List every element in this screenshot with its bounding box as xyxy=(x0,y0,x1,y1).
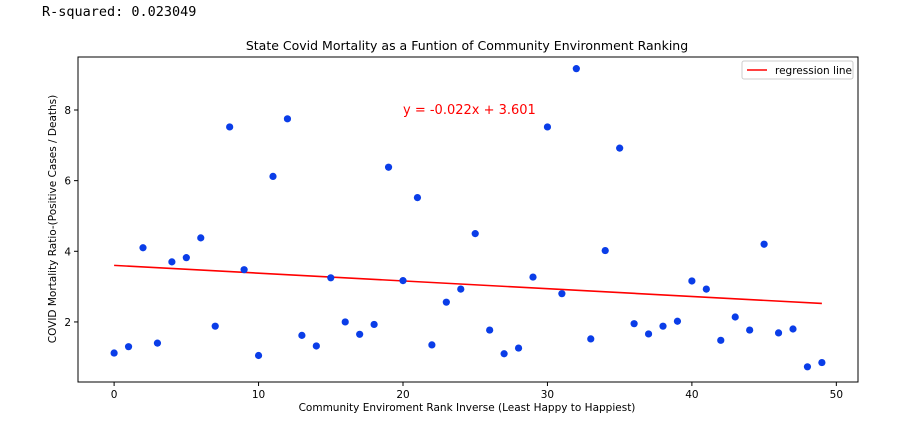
data-point xyxy=(124,343,133,351)
data-point xyxy=(688,277,696,285)
legend-label-regression: regression line xyxy=(775,65,852,77)
data-point xyxy=(139,244,147,252)
data-point xyxy=(746,326,754,334)
data-point xyxy=(254,351,263,360)
y-tick-label: 8 xyxy=(64,105,71,117)
data-point xyxy=(442,298,450,306)
data-point xyxy=(283,115,292,123)
data-point xyxy=(298,331,306,339)
data-point xyxy=(182,254,190,262)
data-point xyxy=(587,335,595,343)
y-axis: 2 4 6 8 xyxy=(64,105,78,329)
y-tick-label: 4 xyxy=(64,246,71,258)
chart-title: State Covid Mortality as a Funtion of Co… xyxy=(246,38,688,53)
x-tick-label: 40 xyxy=(685,389,698,401)
regression-line xyxy=(114,264,822,305)
data-point xyxy=(327,274,335,282)
data-point xyxy=(384,163,393,171)
data-point xyxy=(168,258,176,266)
data-point xyxy=(356,330,364,338)
data-point xyxy=(616,144,624,152)
data-point xyxy=(789,325,797,333)
data-point xyxy=(341,318,349,326)
data-point xyxy=(673,317,682,325)
data-point xyxy=(399,277,407,285)
data-point xyxy=(211,322,219,330)
y-axis-label: COVID Mortality Ratio-(Positive Cases / … xyxy=(47,95,59,344)
x-tick-label: 20 xyxy=(396,389,409,401)
data-point xyxy=(601,246,609,255)
r-squared-readout: R-squared: 0.023049 xyxy=(42,4,197,20)
data-point xyxy=(731,313,739,321)
x-axis-label: Community Enviroment Rank Inverse (Least… xyxy=(299,402,636,414)
regression-equation: y = -0.022x + 3.601 xyxy=(403,103,536,118)
data-point xyxy=(543,123,552,131)
y-tick-label: 2 xyxy=(64,317,71,329)
data-point xyxy=(514,344,523,352)
data-point xyxy=(558,290,566,298)
data-point xyxy=(774,329,783,337)
data-point xyxy=(803,363,812,371)
x-tick-label: 10 xyxy=(252,389,265,401)
data-point xyxy=(818,358,826,367)
data-point xyxy=(312,342,320,350)
legend: regression line xyxy=(741,60,854,80)
x-axis: 0 10 20 30 40 50 xyxy=(111,382,843,401)
data-point xyxy=(240,266,248,274)
data-point xyxy=(644,330,653,338)
data-points xyxy=(110,65,826,371)
data-point xyxy=(659,322,667,330)
data-point xyxy=(428,341,436,349)
data-point xyxy=(760,240,768,248)
x-tick-label: 0 xyxy=(111,389,118,401)
data-point xyxy=(702,285,710,293)
x-tick-label: 30 xyxy=(541,389,554,401)
plot-area: 0 10 20 30 40 50 2 4 6 8 y = -0.022x + 3.601 xyxy=(64,56,859,401)
data-point xyxy=(529,273,537,281)
data-point xyxy=(153,339,162,347)
data-point xyxy=(370,320,378,329)
data-point xyxy=(110,349,118,357)
data-point xyxy=(457,285,465,293)
data-point xyxy=(471,230,479,238)
data-point xyxy=(500,350,508,358)
data-point xyxy=(197,234,205,242)
data-point xyxy=(486,326,494,334)
data-point xyxy=(413,193,422,202)
x-tick-label: 50 xyxy=(830,389,843,401)
data-point xyxy=(717,336,725,344)
data-point xyxy=(630,320,638,328)
data-point xyxy=(572,65,580,73)
plot-frame xyxy=(77,56,859,383)
y-tick-label: 6 xyxy=(64,176,71,188)
legend-box xyxy=(741,60,854,80)
data-point xyxy=(226,123,234,131)
data-point xyxy=(269,172,277,181)
